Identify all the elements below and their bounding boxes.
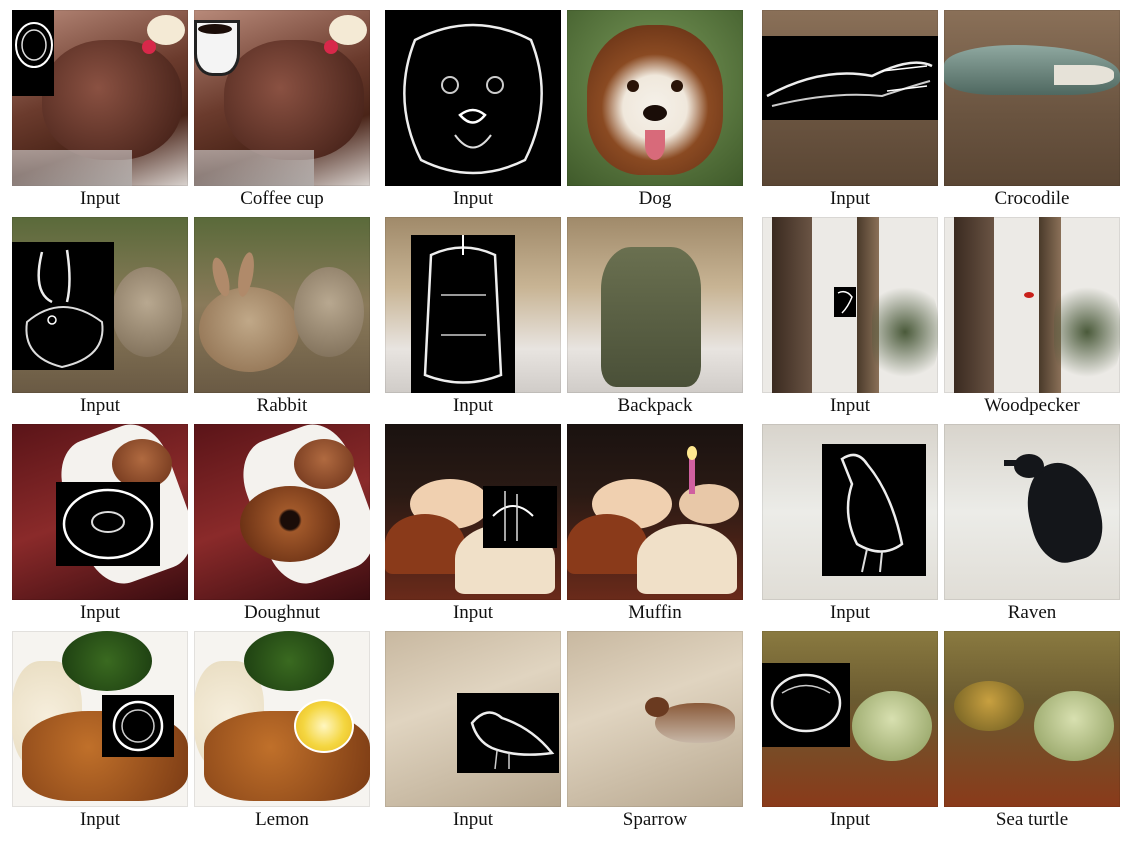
input-image-coffee-cup bbox=[12, 10, 188, 186]
caption-input: Input bbox=[829, 395, 871, 416]
sketch-overlay bbox=[762, 663, 850, 747]
output-image-raven bbox=[944, 424, 1120, 600]
caption-class: Woodpecker bbox=[984, 395, 1080, 416]
input-image-woodpecker bbox=[762, 217, 938, 393]
sketch-overlay bbox=[411, 235, 515, 393]
caption-input: Input bbox=[829, 602, 871, 623]
input-image-raven bbox=[762, 424, 938, 600]
output-image-rabbit bbox=[194, 217, 370, 393]
caption-class: Sea turtle bbox=[995, 809, 1069, 830]
output-image-doughnut bbox=[194, 424, 370, 600]
sketch-overlay bbox=[834, 287, 856, 317]
input-image-sparrow bbox=[385, 631, 561, 807]
input-image-doughnut bbox=[12, 424, 188, 600]
sketch-overlay bbox=[12, 242, 114, 370]
caption-class: Crocodile bbox=[994, 188, 1070, 209]
sketch-overlay bbox=[56, 482, 160, 566]
figure-grid: Input Coffee cup Input Dog bbox=[12, 10, 1122, 840]
caption-class: Rabbit bbox=[256, 395, 308, 416]
output-image-lemon bbox=[194, 631, 370, 807]
output-image-crocodile bbox=[944, 10, 1120, 186]
caption-class: Sparrow bbox=[622, 809, 688, 830]
caption-input: Input bbox=[79, 602, 121, 623]
caption-input: Input bbox=[452, 602, 494, 623]
output-image-woodpecker bbox=[944, 217, 1120, 393]
input-image-backpack bbox=[385, 217, 561, 393]
caption-input: Input bbox=[79, 395, 121, 416]
sketch-overlay bbox=[12, 10, 54, 96]
output-image-coffee-cup bbox=[194, 10, 370, 186]
sketch-overlay bbox=[483, 486, 557, 548]
caption-class: Dog bbox=[638, 188, 672, 209]
sketch-overlay bbox=[457, 693, 559, 773]
caption-input: Input bbox=[79, 809, 121, 830]
caption-input: Input bbox=[452, 188, 494, 209]
output-image-sparrow bbox=[567, 631, 743, 807]
caption-class: Backpack bbox=[617, 395, 693, 416]
output-image-dog bbox=[567, 10, 743, 186]
caption-class: Lemon bbox=[255, 809, 309, 830]
output-image-backpack bbox=[567, 217, 743, 393]
caption-class: Doughnut bbox=[244, 602, 320, 623]
sketch-overlay bbox=[385, 10, 561, 186]
caption-input: Input bbox=[452, 395, 494, 416]
input-image-muffin bbox=[385, 424, 561, 600]
sketch-overlay bbox=[822, 444, 926, 576]
caption-class: Coffee cup bbox=[240, 188, 324, 209]
sketch-overlay bbox=[762, 36, 938, 120]
caption-class: Muffin bbox=[628, 602, 682, 623]
sketch-overlay bbox=[102, 695, 174, 757]
input-image-rabbit bbox=[12, 217, 188, 393]
caption-input: Input bbox=[829, 809, 871, 830]
input-image-sea-turtle bbox=[762, 631, 938, 807]
input-image-dog bbox=[385, 10, 561, 186]
caption-class: Raven bbox=[1007, 602, 1057, 623]
caption-input: Input bbox=[452, 809, 494, 830]
caption-input: Input bbox=[79, 188, 121, 209]
input-image-lemon bbox=[12, 631, 188, 807]
input-image-crocodile bbox=[762, 10, 938, 186]
output-image-sea-turtle bbox=[944, 631, 1120, 807]
caption-input: Input bbox=[829, 188, 871, 209]
output-image-muffin bbox=[567, 424, 743, 600]
